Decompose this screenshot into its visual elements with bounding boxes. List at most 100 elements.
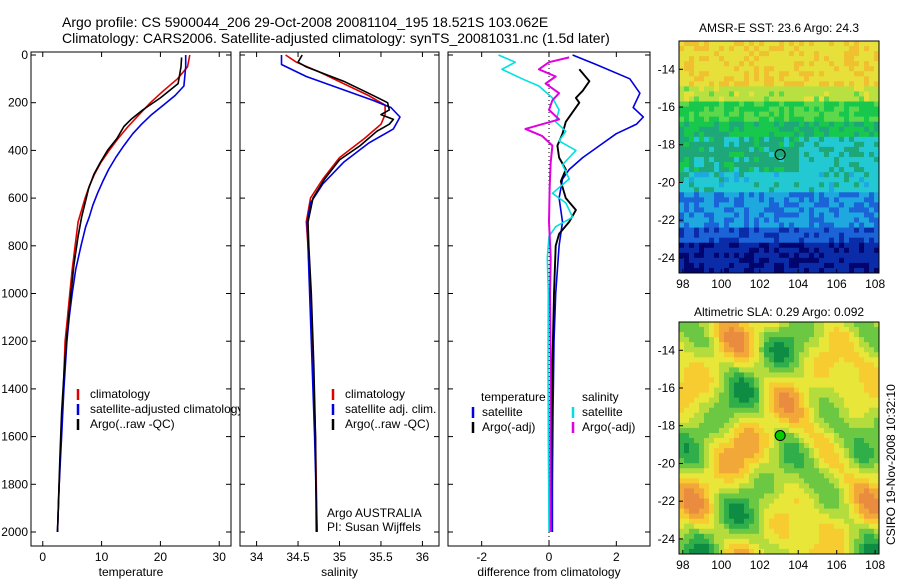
altimetric_sla-map-cell (704, 543, 710, 550)
amsre_sst-map-cell (694, 81, 700, 87)
amsre_sst-map-cell (684, 167, 690, 173)
altimetric_sla-map-cell (854, 387, 860, 394)
amsre_sst-map-cell (839, 96, 845, 102)
altimetric_sla-map-cell (769, 463, 775, 469)
altimetric_sla-map-cell (814, 332, 820, 338)
amsre_sst-map-cell (814, 242, 820, 249)
amsre_sst-map-cell (789, 96, 795, 102)
altimetric_sla-map-cell (834, 488, 840, 494)
altimetric_sla-map-cell (874, 453, 880, 459)
amsre_sst-map-cell (854, 81, 860, 87)
altimetric_sla-map-cell (864, 362, 870, 368)
altimetric_sla-map-cell (699, 523, 705, 530)
altimetric_sla-map-cell (704, 337, 710, 343)
altimetric_sla-map-cell (854, 533, 860, 540)
altimetric_sla-map-cell (729, 422, 735, 429)
amsre_sst-map-cell (794, 177, 800, 183)
altimetric_sla-map-cell (759, 322, 765, 328)
amsre_sst-map-cell (699, 187, 705, 193)
altimetric_sla-map-cell (869, 523, 875, 530)
amsre_sst-map-cell (849, 146, 855, 153)
amsre_sst-map-cell (714, 242, 720, 249)
altimetric_sla-map-cell (699, 478, 705, 484)
altimetric_sla-map-cell (754, 427, 760, 434)
amsre_sst-map-cell (839, 146, 845, 153)
altimetric_sla-map-cell (874, 523, 880, 530)
amsre_sst-map-cell (799, 192, 805, 198)
altimetric_sla-map-cell (714, 513, 720, 520)
altimetric_sla-map-cell (724, 448, 730, 454)
altimetric_sla-map-cell (759, 397, 765, 404)
altimetric_sla-map-cell (684, 422, 690, 429)
altimetric_sla-map-cell (779, 342, 785, 348)
amsre_sst-map-cell (764, 212, 770, 218)
amsre_sst-map-cell (729, 222, 735, 229)
amsre_sst-map-cell (724, 257, 730, 264)
altimetric_sla-map-cell (809, 332, 815, 338)
amsre_sst-map-cell (754, 187, 760, 193)
amsre_sst-map-cell (824, 187, 830, 193)
amsre_sst-map-cell (814, 86, 820, 92)
altimetric_sla-map-cell (804, 458, 810, 464)
altimetric_sla-map-cell (724, 543, 730, 550)
amsre_sst-map-cell (819, 182, 825, 188)
altimetric_sla-map-cell (809, 498, 815, 504)
amsre_sst-map-cell (684, 151, 690, 158)
altimetric_sla-map-cell (784, 377, 790, 383)
amsre_sst-map-cell (714, 96, 720, 102)
altimetric_sla-map-cell (759, 493, 765, 499)
altimetric_sla-map-cell (754, 483, 760, 489)
amsre_sst-map-cell (864, 106, 870, 113)
amsre_sst-map-cell (734, 96, 740, 102)
altimetric_sla-map-cell (809, 438, 815, 444)
altimetric_sla-map-cell (814, 493, 820, 499)
amsre_sst-map-cell (844, 172, 850, 178)
amsre_sst-map-cell (714, 146, 720, 153)
amsre_sst-map-cell (684, 202, 690, 208)
amsre_sst-map-cell (874, 217, 880, 223)
altimetric_sla-map-cell (869, 352, 875, 358)
altimetric_sla-map-cell (834, 543, 840, 550)
altimetric_sla-map-cell (854, 412, 860, 419)
altimetric_sla-map-cell (699, 543, 705, 550)
amsre_sst-map-cell (819, 66, 825, 72)
altimetric_sla-map-cell (839, 438, 845, 444)
altimetric_sla-map-cell (849, 488, 855, 494)
altimetric_sla-map-cell (799, 392, 805, 399)
amsre_sst-map-cell (874, 187, 880, 193)
altimetric_sla-map-cell (764, 518, 770, 525)
amsre_sst-map-cell (684, 162, 690, 168)
altimetric_sla-map-cell (694, 513, 700, 520)
altimetric_sla-map-cell (724, 508, 730, 515)
altimetric_sla-map-cell (769, 347, 775, 353)
altimetric_sla-map-cell (844, 488, 850, 494)
amsre_sst-map-cell (814, 131, 820, 138)
altimetric_sla-map-cell (864, 347, 870, 353)
amsre_sst-map-cell (869, 172, 875, 178)
altimetric_sla-map-cell (814, 508, 820, 515)
amsre_sst-map-cell (789, 212, 795, 218)
amsre_sst-map-cell (819, 187, 825, 193)
altimetric_sla-map-cell (684, 443, 690, 449)
amsre_sst-map-cell (719, 71, 725, 77)
altimetric_sla-map-cell (739, 463, 745, 469)
altimetric_sla-map-cell (779, 483, 785, 489)
amsre_sst-map-cell (714, 91, 720, 97)
amsre_sst-map-cell (719, 66, 725, 72)
amsre_sst-map-cell (744, 252, 750, 259)
altimetric_sla-map-cell (739, 422, 745, 429)
altimetric_sla-map-cell (849, 422, 855, 429)
amsre_sst-map-cell (809, 192, 815, 198)
amsre_sst-map-cell (874, 71, 880, 77)
altimetric_sla-map-cell (814, 432, 820, 439)
altimetric_sla-map-cell (769, 332, 775, 338)
amsre_sst-map-cell (689, 131, 695, 138)
altimetric_sla-map-cell (849, 412, 855, 419)
altimetric_sla-map-cell (849, 367, 855, 373)
amsre_sst-map-cell (749, 187, 755, 193)
amsre_sst-map-cell (794, 212, 800, 218)
altimetric_sla-map-cell (729, 513, 735, 520)
altimetric_sla-map-cell (734, 543, 740, 550)
amsre_sst-map-cell (834, 46, 840, 52)
